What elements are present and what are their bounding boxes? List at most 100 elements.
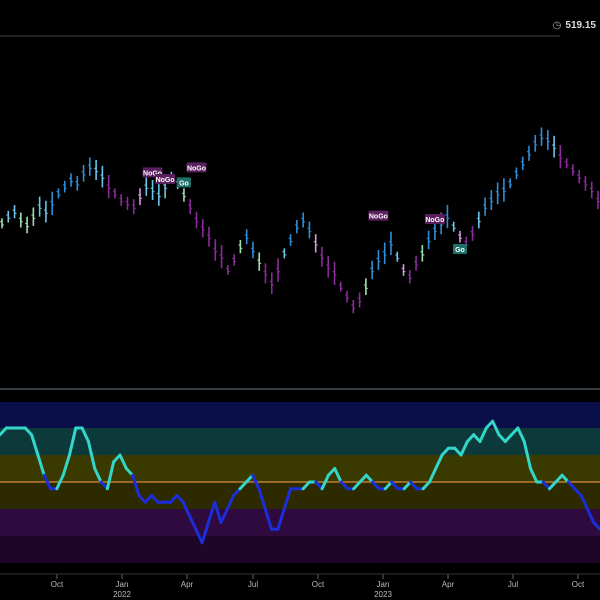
- signal-label: NoGo: [156, 177, 175, 184]
- osc-band: [0, 402, 600, 428]
- signal-label: NoGo: [187, 165, 206, 172]
- oscillator-segment: [137, 494, 147, 504]
- oscillator-segment: [150, 494, 160, 504]
- x-axis-year-label: 2022: [113, 590, 131, 599]
- oscillator-segment: [541, 480, 551, 491]
- last-price-label: ◷ 519.15: [553, 20, 596, 31]
- oscillator-segment: [320, 473, 330, 491]
- oscillator-segment: [371, 480, 381, 491]
- oscillator-segment: [143, 494, 154, 504]
- oscillator-segment: [30, 433, 40, 457]
- oscillator-segment: [503, 433, 514, 443]
- x-axis-month-label: Jul: [248, 580, 258, 589]
- oscillator-segment: [358, 473, 368, 484]
- signal-label: NoGo: [425, 217, 444, 224]
- oscillator-segment: [459, 440, 469, 457]
- oscillator-segment: [566, 480, 577, 491]
- oscillator-segment: [282, 487, 293, 511]
- oscillator-segment: [478, 426, 488, 443]
- oscillator-segment: [200, 521, 210, 545]
- oscillator-segment: [579, 494, 589, 511]
- oscillator-segment: [206, 500, 217, 524]
- signal-label-bg: [186, 162, 207, 173]
- oscillator-segment: [118, 453, 128, 470]
- oscillator-segment: [219, 507, 229, 524]
- oscillator-segment: [187, 514, 198, 531]
- oscillator-segment: [175, 494, 185, 504]
- oscillator-panel: [0, 402, 600, 563]
- oscillator-segment: [440, 446, 450, 457]
- oscillator-segment: [225, 494, 236, 511]
- oscillator-segment: [263, 507, 274, 531]
- oscillator-segment: [276, 507, 286, 531]
- signal-label-bg: [424, 214, 445, 224]
- x-axis-month-label: Apr: [442, 580, 455, 589]
- oscillator-segment: [67, 426, 78, 457]
- oscillator-segment: [427, 467, 438, 484]
- oscillator-segment: [55, 473, 65, 491]
- osc-band: [0, 536, 600, 563]
- oscillator-segment: [339, 480, 349, 491]
- price-panel: NoGoNoGoGoNoGoNoGoNoGoGoGo: [0, 35, 600, 390]
- oscillator-segment: [131, 473, 141, 497]
- oscillator-segment: [213, 500, 223, 524]
- oscillator-segment: [529, 467, 539, 484]
- oscillator-segment: [383, 480, 394, 491]
- last-price-value: 519.15: [565, 20, 596, 31]
- oscillator-segment: [181, 500, 191, 518]
- signal-label: NoGo: [369, 214, 388, 221]
- x-axis-month-label: Oct: [312, 580, 325, 589]
- x-axis-month-label: Apr: [181, 580, 194, 589]
- oscillator-segment: [333, 467, 343, 484]
- oscillator-segment: [251, 473, 261, 491]
- x-axis-month-label: Oct: [572, 580, 585, 589]
- oscillator-segment: [421, 480, 431, 491]
- oscillator-segment: [257, 487, 267, 511]
- signal-label-bg: [452, 244, 467, 254]
- oscillator-segment: [169, 494, 179, 504]
- x-axis-month-label: Oct: [51, 580, 64, 589]
- oscillator-segment: [352, 480, 362, 491]
- oscillator-segment: [301, 480, 311, 491]
- signal-label-bg: [155, 174, 176, 184]
- oscillator-segment: [124, 467, 135, 477]
- signal-label: NoGo: [143, 170, 162, 177]
- oscillator-segment: [547, 480, 558, 491]
- oscillator-segment: [434, 453, 444, 470]
- oscillator-segment: [402, 480, 413, 491]
- oscillator-segment: [36, 453, 46, 477]
- x-axis-year-label: 2023: [374, 590, 392, 599]
- oscillator-segment: [86, 440, 97, 470]
- x-axis-month-label: Jan: [116, 580, 129, 589]
- oscillator-segment: [0, 426, 8, 437]
- oscillator-segment: [80, 426, 90, 443]
- oscillator-segment: [592, 521, 600, 531]
- oscillator-segment: [390, 480, 400, 491]
- oscillator-segment: [23, 426, 34, 437]
- signal-label-bg: [176, 177, 191, 188]
- oscillator-segment: [238, 480, 248, 491]
- oscillator-segment: [93, 467, 103, 484]
- clock-icon: ◷: [552, 20, 562, 31]
- osc-band: [0, 428, 600, 455]
- oscillator-segment: [194, 527, 204, 545]
- x-axis-month-label: Jan: [377, 580, 390, 589]
- oscillator-segment: [560, 473, 570, 484]
- oscillator-segment: [61, 453, 71, 477]
- osc-band: [0, 509, 600, 536]
- oscillator-segment: [105, 460, 116, 491]
- signal-label: Go: [179, 180, 189, 187]
- oscillator-segment: [522, 440, 533, 470]
- oscillator-segment: [491, 419, 501, 437]
- x-axis-month-label: Jul: [508, 580, 518, 589]
- osc-band: [0, 482, 600, 509]
- osc-band: [0, 455, 600, 482]
- oscillator-segment: [232, 487, 242, 497]
- oscillator-segment: [409, 480, 419, 491]
- x-axis: Oct Jan Apr Jul Oct Jan Apr Jul Oct 2022 2023: [0, 573, 600, 599]
- oscillator-segment: [42, 473, 53, 491]
- oscillator-segment: [364, 473, 375, 484]
- signal-label: Go: [455, 247, 465, 254]
- oscillator-segment: [554, 473, 564, 484]
